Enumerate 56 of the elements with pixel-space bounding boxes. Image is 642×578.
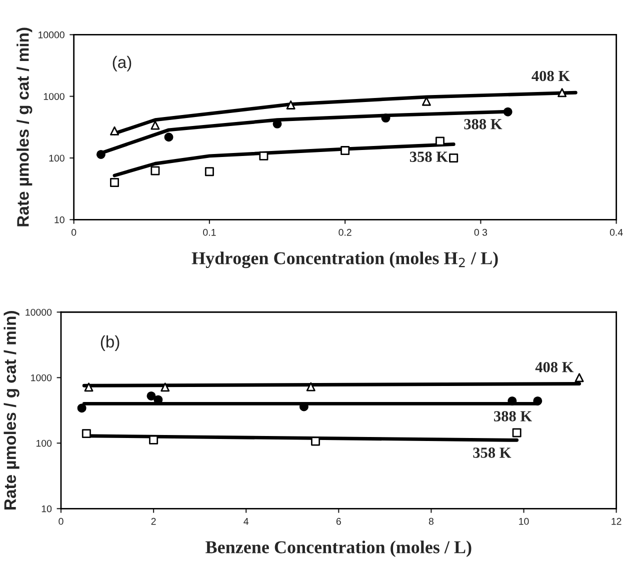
x-tick-label: 10 (519, 518, 529, 525)
point (508, 396, 517, 406)
point (77, 404, 86, 413)
y-tick-label: 1000 (31, 374, 52, 382)
point (150, 120, 160, 130)
point (150, 166, 160, 176)
annotation: (b) (100, 335, 120, 351)
point (110, 178, 120, 188)
point (574, 373, 584, 382)
x-tick-label: 0.4 (610, 228, 623, 236)
x-tick-label: 0.1 (203, 228, 216, 236)
annotation: (a) (112, 56, 132, 72)
point (449, 153, 458, 162)
x-tick-label: 6 (336, 518, 341, 525)
point (533, 396, 542, 406)
y-tick-label: 10000 (26, 308, 52, 316)
x-tick-label: 8 (428, 518, 434, 525)
point (146, 391, 156, 400)
point (503, 107, 512, 116)
x-tick-label: 2 (151, 518, 156, 525)
y-tick-label: 1000 (44, 93, 64, 100)
point (381, 114, 390, 123)
point (512, 428, 522, 438)
point (84, 382, 94, 392)
x-tick-label: 0 (58, 518, 64, 525)
x-tick-label: 0.2 (338, 228, 352, 236)
x-tick-label: 4 (244, 518, 249, 525)
y-tick-label: 10000 (38, 31, 64, 38)
point (259, 151, 268, 160)
point (306, 382, 316, 392)
y-axis-title: Rate µmoles / g cat / min) (16, 28, 32, 226)
x-axis-title: Hydrogen Concentration (moles H$_{2}$ / L) (192, 252, 498, 268)
y-tick-label: 10 (42, 505, 52, 512)
series-label: 388 K (464, 119, 502, 130)
point (82, 429, 91, 438)
point (164, 132, 174, 142)
x-tick-label: 12 (612, 518, 622, 525)
series-label: 358 K (473, 448, 512, 458)
point (96, 150, 106, 159)
y-tick-label: 100 (36, 440, 52, 447)
point (204, 167, 214, 176)
y-tick-label: 100 (49, 154, 64, 162)
x-tick-label: 0 (72, 228, 76, 236)
x-tick-label: 0 3 (474, 228, 488, 236)
x-axis-title: Benzene Concentration (moles / L) (206, 540, 472, 557)
point (340, 146, 350, 156)
point (110, 126, 120, 136)
series-label: 388 K (494, 411, 532, 422)
series-label: 408 K (535, 362, 574, 372)
point (286, 100, 296, 110)
point (558, 88, 567, 98)
series-label: 408 K (532, 70, 570, 82)
y-axis-title: Rate µmoles / g cat / min) (4, 311, 20, 510)
point (160, 382, 170, 392)
y-tick-label: 10 (54, 216, 64, 224)
series-label: 358 K (410, 152, 448, 162)
